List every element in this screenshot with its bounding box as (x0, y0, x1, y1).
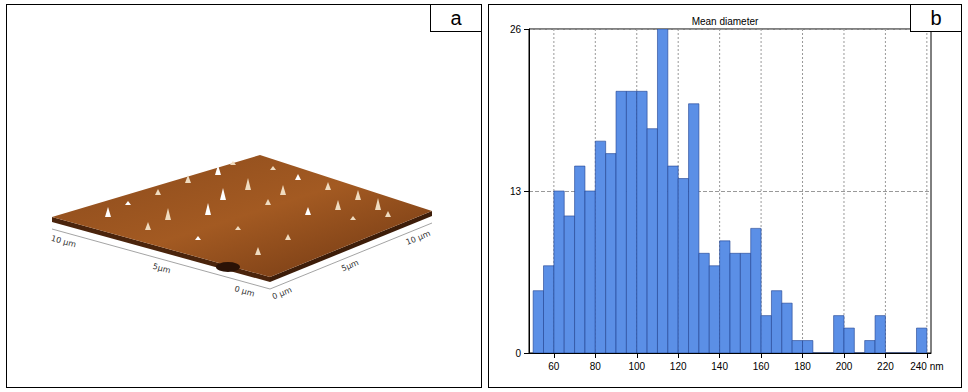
svg-text:Mean diameter: Mean diameter (692, 16, 759, 27)
svg-text:120: 120 (670, 361, 687, 372)
svg-text:0: 0 (515, 348, 521, 359)
html-text:a: a (450, 6, 462, 29)
html-text:b: b (930, 6, 942, 29)
svg-text:13: 13 (510, 186, 522, 197)
svg-text:5µm: 5µm (152, 262, 172, 276)
svg-text:240 nm: 240 nm (910, 361, 943, 372)
svg-text:60: 60 (548, 361, 560, 372)
svg-text:200: 200 (836, 361, 853, 372)
svg-text:180: 180 (794, 361, 811, 372)
svg-text:10 µm: 10 µm (405, 229, 432, 247)
svg-text:100: 100 (628, 361, 645, 372)
svg-text:5µm: 5µm (340, 258, 360, 273)
svg-text:0 µm: 0 µm (233, 284, 255, 298)
svg-text:80: 80 (590, 361, 602, 372)
svg-text:26: 26 (510, 24, 522, 35)
svg-text:160: 160 (753, 361, 770, 372)
svg-text:140: 140 (711, 361, 728, 372)
svg-text:0 µm: 0 µm (271, 285, 294, 301)
svg-text:220: 220 (877, 361, 894, 372)
svg-text:10 µm: 10 µm (50, 234, 77, 250)
